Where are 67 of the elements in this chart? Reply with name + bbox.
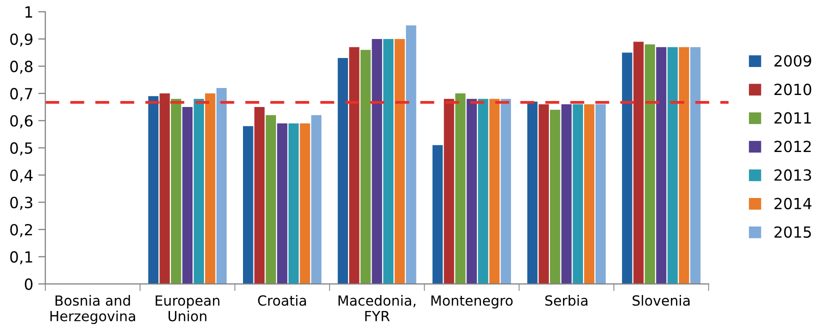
y-tick-label: 0,8 (10, 60, 32, 74)
x-tick-label: Macedonia, FYR (338, 295, 416, 322)
y-tick-label: 0,7 (10, 88, 32, 101)
y-tick-label: 1 (25, 6, 32, 18)
legend-label: 2010 (774, 84, 812, 96)
bar (194, 98, 204, 284)
bar (372, 38, 382, 284)
bar (595, 104, 606, 284)
bar (182, 107, 193, 284)
bar (432, 145, 443, 284)
bar (394, 38, 405, 284)
bar (349, 47, 360, 284)
bar (254, 107, 265, 284)
bar (678, 47, 690, 284)
bar (668, 47, 678, 284)
bar (160, 93, 170, 284)
bar (300, 123, 310, 284)
bar (478, 98, 488, 284)
bar (561, 104, 572, 284)
legend-label: 2013 (774, 169, 812, 181)
bar (690, 47, 700, 284)
bar (489, 98, 500, 284)
bar (148, 96, 158, 284)
bar (277, 123, 288, 284)
y-tick-label: 0,5 (10, 142, 32, 156)
y-tick-label: 0,4 (10, 170, 33, 183)
bar (311, 115, 322, 284)
x-tick-label: Croatia (258, 295, 306, 306)
legend-label: 2014 (774, 198, 812, 210)
bar (266, 115, 276, 284)
x-tick-label: Montenegro (431, 295, 513, 308)
bar (538, 104, 549, 284)
x-tick-label: European Union (156, 295, 220, 322)
bar (444, 98, 454, 284)
bar (633, 42, 644, 284)
bar (500, 98, 511, 284)
bar (360, 50, 371, 284)
bar (338, 58, 348, 284)
y-tick-label: 0 (24, 278, 32, 290)
x-tick-label: Bosnia and Herzegovina (50, 295, 136, 324)
bar (288, 123, 299, 284)
bar (383, 38, 394, 284)
bar (550, 110, 560, 284)
bar (205, 93, 216, 284)
bar (406, 25, 416, 284)
legend-label: 2011 (774, 112, 811, 124)
legend-label: 2012 (774, 140, 811, 152)
x-tick-label: Slovenia (632, 295, 690, 306)
bar (584, 104, 594, 284)
bar (527, 102, 538, 284)
y-tick-label: 0,3 (10, 196, 32, 210)
bar (572, 104, 583, 284)
bar (656, 47, 666, 284)
x-tick-label: Serbia (545, 295, 588, 306)
y-tick-label: 0,2 (10, 224, 32, 238)
y-tick-label: 0,6 (10, 115, 33, 128)
y-tick-label: 0,1 (10, 251, 32, 264)
bar (455, 93, 466, 284)
bar (170, 98, 182, 284)
bar (622, 52, 632, 284)
legend-label: 2009 (774, 55, 812, 67)
bar (242, 126, 254, 284)
bar (466, 98, 477, 284)
y-tick-label: 0,9 (10, 33, 32, 47)
legend-label: 2015 (774, 226, 811, 238)
bar (216, 88, 227, 284)
bar (644, 44, 656, 284)
